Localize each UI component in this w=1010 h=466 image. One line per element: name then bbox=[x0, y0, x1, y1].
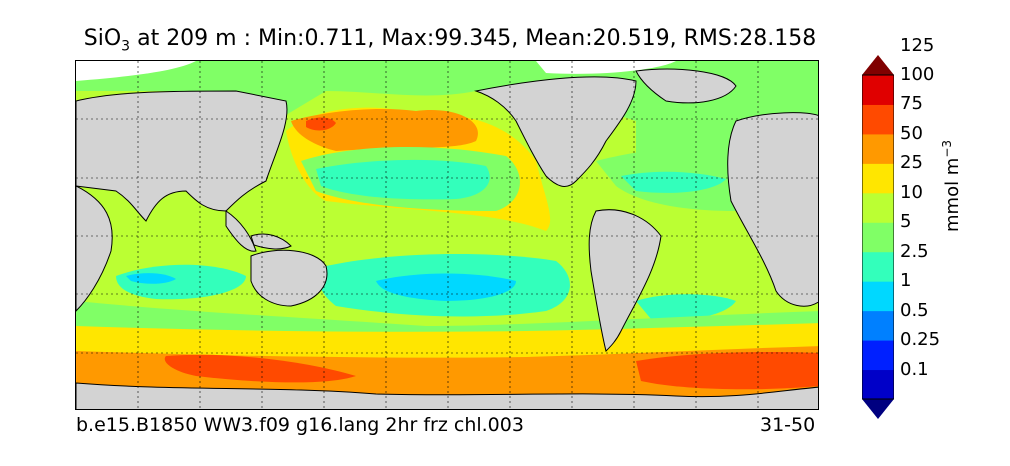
asia-landmass bbox=[76, 90, 288, 222]
colorbar-segment bbox=[862, 251, 894, 282]
title-species: SiO bbox=[83, 26, 122, 51]
indian-southern-red bbox=[164, 354, 356, 383]
colorbar-segment bbox=[862, 133, 894, 164]
indian-ocean-blue bbox=[126, 273, 176, 284]
south-atlantic-teal bbox=[636, 294, 736, 321]
colorbar-tick-label: 125 bbox=[900, 34, 935, 56]
colorbar bbox=[862, 55, 894, 419]
okhotsk-red bbox=[306, 117, 336, 131]
colorbar-segment bbox=[862, 340, 894, 371]
colorbar-tick-label: 25 bbox=[900, 152, 923, 174]
title-stats: at 209 m : Min:0.711, Max:99.345, Mean:2… bbox=[130, 26, 817, 51]
colorbar-tick-label: 0.5 bbox=[900, 299, 929, 321]
borneo-landmass bbox=[250, 233, 292, 250]
antarctica-landmass bbox=[76, 382, 818, 409]
africa-landmass bbox=[76, 185, 113, 312]
colorbar-segments bbox=[862, 75, 894, 400]
colorbar-segment bbox=[862, 75, 894, 105]
colorbar-tick-label: 1 bbox=[900, 270, 912, 292]
colorbar-unit-main: mmol m bbox=[942, 157, 963, 232]
south-america-landmass bbox=[588, 209, 662, 352]
europe-africa-landmass bbox=[727, 112, 818, 307]
colorbar-segment bbox=[862, 163, 894, 194]
map-panel bbox=[75, 60, 819, 410]
colorbar-tick-label: 5 bbox=[900, 211, 912, 233]
north-atlantic-teal bbox=[621, 171, 726, 193]
greenland-landmass bbox=[635, 68, 737, 104]
australia-landmass bbox=[250, 249, 328, 307]
colorbar-tick-label: 0.25 bbox=[900, 329, 941, 351]
indonesia-landmass bbox=[225, 210, 257, 252]
title-species-subscript: 3 bbox=[121, 38, 131, 55]
colorbar-segment bbox=[862, 369, 894, 400]
north-pacific-teal bbox=[316, 159, 490, 200]
colorbar-tick-label: 2.5 bbox=[900, 240, 929, 262]
arctic-ice-2 bbox=[536, 61, 676, 74]
years-label: 31-50 bbox=[760, 414, 816, 436]
colorbar-segment bbox=[862, 222, 894, 253]
weddell-red bbox=[636, 351, 818, 390]
colorbar-tick-label: 50 bbox=[900, 122, 923, 144]
colorbar-segment bbox=[862, 281, 894, 312]
colorbar-frame bbox=[862, 74, 894, 400]
colorbar-unit-exponent: −3 bbox=[940, 139, 954, 158]
world-ocean-field bbox=[76, 61, 818, 409]
arctic-ice bbox=[76, 61, 196, 81]
colorbar-tick-label: 0.1 bbox=[900, 358, 929, 380]
north-america-landmass bbox=[474, 76, 637, 187]
north-pacific-orange bbox=[291, 109, 478, 151]
colorbar-segment bbox=[862, 104, 894, 135]
lat-lon-grid bbox=[76, 61, 818, 409]
colorbar-tick-label: 75 bbox=[900, 93, 923, 115]
colorbar-segment bbox=[862, 192, 894, 223]
colorbar-min-arrow bbox=[862, 399, 894, 419]
land-masses bbox=[76, 68, 818, 352]
colorbar-tick-label: 100 bbox=[900, 64, 935, 85]
colorbar-segment bbox=[862, 310, 894, 341]
colorbar-max-arrow bbox=[862, 55, 894, 75]
colorbar-unit: mmol m−3 bbox=[940, 140, 963, 232]
case-name: b.e15.B1850 WW3.f09 g16.lang 2hr frz chl… bbox=[76, 414, 524, 436]
colorbar-tick-label: 10 bbox=[900, 181, 923, 203]
map-title: SiO3 at 209 m : Min:0.711, Max:99.345, M… bbox=[0, 26, 900, 54]
